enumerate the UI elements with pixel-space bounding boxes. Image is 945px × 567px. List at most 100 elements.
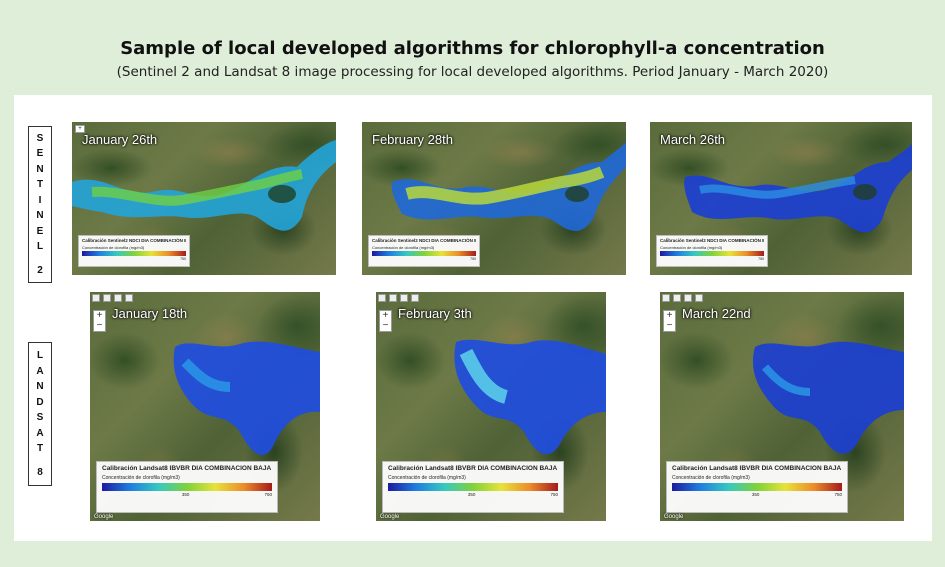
map-toolbar xyxy=(92,294,133,302)
row-letter: T xyxy=(36,443,44,454)
reservoir-water xyxy=(454,339,606,455)
row-letter: T xyxy=(36,179,44,191)
shape-icon[interactable] xyxy=(125,294,133,302)
legend-tick-max: 750 xyxy=(264,492,272,497)
figure-title: Sample of local developed algorithms for… xyxy=(120,38,825,59)
row-letter: I xyxy=(38,194,42,206)
image-date: January 26th xyxy=(82,132,158,147)
zoom-control[interactable]: + − xyxy=(93,310,106,332)
landsat-map-march[interactable]: + − March 22nd Calibración Landsat8 IBVB… xyxy=(660,292,904,521)
legend-unit: Concentración de clorofila (mg/m3) xyxy=(388,475,466,481)
row-letter: L xyxy=(36,350,44,361)
legend-tick-max: 750 xyxy=(470,257,476,261)
line-icon[interactable] xyxy=(114,294,122,302)
landsat-map-january[interactable]: + − January 18th Calibración Landsat8 IB… xyxy=(90,292,320,521)
color-scale-bar xyxy=(672,483,842,491)
image-date: March 22nd xyxy=(682,306,751,321)
row-letter: E xyxy=(36,225,44,237)
row-letter: N xyxy=(36,210,44,222)
legend-tick-max: 750 xyxy=(834,492,842,497)
zoom-out-icon[interactable]: − xyxy=(96,320,103,331)
color-scale-bar xyxy=(388,483,558,491)
row-letter: S xyxy=(36,132,44,144)
zoom-in-icon[interactable]: + xyxy=(78,126,82,132)
legend-tick-max: 750 xyxy=(758,257,764,261)
shape-icon[interactable] xyxy=(695,294,703,302)
sentinel-map-march[interactable]: March 26th Calibración Sentinel2 NDCI DI… xyxy=(650,122,912,275)
sentinel-map-february[interactable]: February 28th Calibración Sentinel2 NDCI… xyxy=(362,122,626,275)
chlorophyll-legend: Calibración Landsat8 IBVBR DIA COMBINACI… xyxy=(666,461,848,513)
row-letter: D xyxy=(36,396,44,408)
marker-icon[interactable] xyxy=(389,294,397,302)
pan-icon[interactable] xyxy=(92,294,100,302)
map-toolbar xyxy=(378,294,419,302)
chlorophyll-legend: Calibración Sentinel2 NDCI DIA COMBINACI… xyxy=(368,235,480,267)
google-attribution: Google xyxy=(94,514,114,520)
image-date: March 26th xyxy=(660,132,726,147)
map-toolbar xyxy=(662,294,703,302)
landsat-map-february[interactable]: + − February 3th Calibración Landsat8 IB… xyxy=(376,292,606,521)
color-scale-bar xyxy=(660,251,764,256)
chlorophyll-legend: Calibración Sentinel2 NDCI DIA COMBINACI… xyxy=(656,235,768,267)
sentinel-map-january[interactable]: January 26th + Calibración Sentinel2 NDC… xyxy=(72,122,336,275)
row-letter: L xyxy=(36,241,44,253)
zoom-control[interactable]: + xyxy=(75,125,85,133)
row-letter: N xyxy=(36,163,44,175)
zoom-in-icon[interactable]: + xyxy=(96,310,103,321)
legend-unit: Concentración de clorofila (mg/m3) xyxy=(372,245,435,250)
line-icon[interactable] xyxy=(400,294,408,302)
row-letter: 8 xyxy=(37,466,43,478)
legend-title: Calibración Sentinel2 NDCI DIA COMBINACI… xyxy=(660,238,764,243)
google-attribution: Google xyxy=(664,514,684,520)
legend-title: Calibración Landsat8 IBVBR DIA COMBINACI… xyxy=(102,465,272,472)
legend-title: Calibración Landsat8 IBVBR DIA COMBINACI… xyxy=(672,465,842,472)
image-date: February 3th xyxy=(398,306,472,321)
legend-unit: Concentración de clorofila (mg/m3) xyxy=(660,245,723,250)
figure-subtitle: (Sentinel 2 and Landsat 8 image processi… xyxy=(116,64,829,80)
zoom-control[interactable]: + − xyxy=(379,310,392,332)
shape-icon[interactable] xyxy=(411,294,419,302)
row-letter: A xyxy=(36,365,44,377)
legend-unit: Concentración de clorofila (mg/m3) xyxy=(672,475,750,481)
color-scale-bar xyxy=(102,483,272,491)
zoom-in-icon[interactable]: + xyxy=(666,310,673,321)
legend-unit: Concentración de clorofila (mg/m3) xyxy=(82,245,145,250)
line-icon[interactable] xyxy=(684,294,692,302)
chlorophyll-legend: Calibración Landsat8 IBVBR DIA COMBINACI… xyxy=(382,461,564,513)
row-letter: A xyxy=(36,427,44,439)
image-date: January 18th xyxy=(112,306,188,321)
pan-icon[interactable] xyxy=(378,294,386,302)
reservoir-water xyxy=(684,144,912,233)
chlorophyll-legend: Calibración Sentinel2 NDCI DIA COMBINACI… xyxy=(78,235,190,267)
zoom-out-icon[interactable]: − xyxy=(382,320,389,331)
pan-icon[interactable] xyxy=(662,294,670,302)
legend-tick-mid: 350 xyxy=(751,492,760,497)
legend-title: Calibración Landsat8 IBVBR DIA COMBINACI… xyxy=(388,465,558,472)
legend-tick-mid: 350 xyxy=(181,492,190,497)
zoom-control[interactable]: + − xyxy=(663,310,676,332)
chlorophyll-legend: Calibración Landsat8 IBVBR DIA COMBINACI… xyxy=(96,461,278,513)
legend-tick-max: 750 xyxy=(180,257,186,261)
legend-title: Calibración Sentinel2 NDCI DIA COMBINACI… xyxy=(372,238,476,243)
google-attribution: Google xyxy=(380,514,400,520)
row-letter: S xyxy=(36,412,44,423)
row-letter: N xyxy=(36,381,44,392)
reservoir-water xyxy=(752,341,904,454)
row-letter: 2 xyxy=(37,264,43,276)
landsat-row-label: L A N D S A T 8 xyxy=(28,342,52,486)
reservoir-water xyxy=(391,142,626,232)
marker-icon[interactable] xyxy=(103,294,111,302)
image-date: February 28th xyxy=(372,132,453,147)
legend-tick-mid: 350 xyxy=(467,492,476,497)
sentinel-row-label: S E N T I N E L 2 xyxy=(28,126,52,283)
row-letter: E xyxy=(36,148,44,160)
zoom-out-icon[interactable]: − xyxy=(666,320,673,331)
zoom-in-icon[interactable]: + xyxy=(382,310,389,321)
color-scale-bar xyxy=(372,251,476,256)
marker-icon[interactable] xyxy=(673,294,681,302)
reservoir-water xyxy=(72,140,336,231)
reservoir-water xyxy=(173,341,320,456)
legend-unit: Concentración de clorofila (mg/m3) xyxy=(102,475,180,481)
legend-tick-max: 750 xyxy=(550,492,558,497)
legend-title: Calibración Sentinel2 NDCI DIA COMBINACI… xyxy=(82,238,186,243)
